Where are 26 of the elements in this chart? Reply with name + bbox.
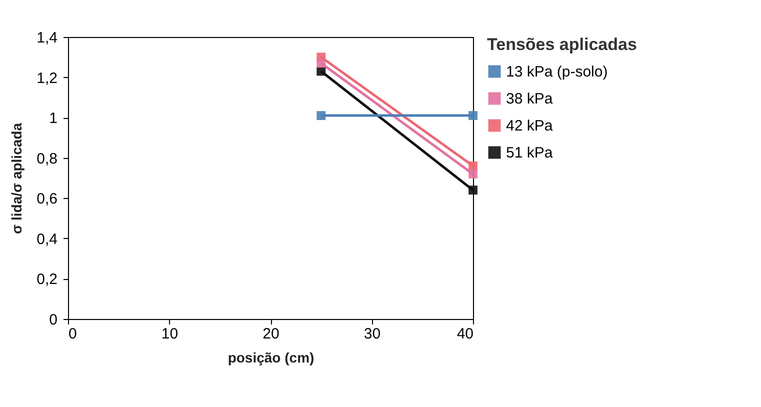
x-tick-label: 30	[364, 326, 381, 342]
legend-label: 51 kPa	[506, 144, 554, 162]
point	[468, 111, 478, 120]
x-tick-label: 0	[68, 326, 77, 342]
y-tick-label: 1,2	[36, 70, 58, 87]
y-tick-label: 0	[49, 312, 58, 328]
legend-label: 42 kPa	[506, 118, 554, 134]
y-tick-label: 0,6	[36, 190, 58, 208]
x-tick-label: 10	[161, 326, 178, 342]
legend-label: 38 kPa	[506, 90, 554, 108]
y-tick-label: 1	[49, 110, 58, 128]
y-tick-label: 0,8	[36, 150, 58, 168]
y-tick-label: 1,4	[36, 30, 58, 46]
y-tick-label: 0,2	[36, 271, 58, 288]
point	[468, 186, 478, 195]
legend-title: Tensões aplicadas	[487, 35, 637, 54]
y-axis-title: σ lida/σ aplicada	[8, 122, 25, 234]
legend-label: 13 kPa (p-solo)	[506, 64, 608, 80]
point	[316, 111, 326, 120]
y-tick-label: 0,4	[36, 230, 58, 248]
x-tick-label: 20	[262, 326, 280, 342]
point	[316, 66, 326, 76]
x-axis-title: posição (cm)	[228, 350, 314, 366]
point	[468, 170, 478, 178]
x-tick-label: 40	[456, 326, 474, 342]
point	[316, 58, 326, 68]
